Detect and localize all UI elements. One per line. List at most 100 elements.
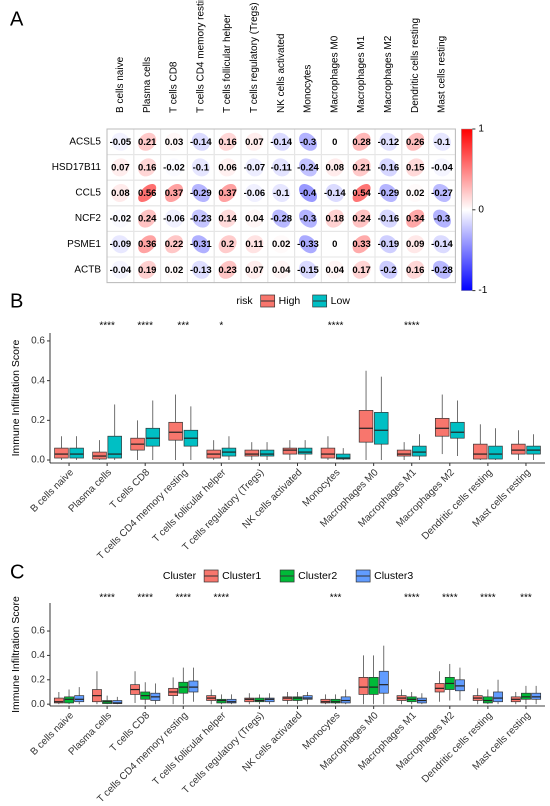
value-label: -0.11 — [271, 162, 293, 173]
box — [434, 683, 445, 693]
box — [302, 695, 313, 700]
y-tick-label: 0.6 — [31, 626, 45, 637]
row-label: HSD17B11 — [52, 162, 102, 173]
column-label: Macrophages M0 — [329, 35, 340, 113]
value-label: -0.23 — [190, 214, 212, 225]
correlation-ellipse — [165, 209, 184, 228]
value-label: -0.24 — [297, 162, 319, 173]
y-tick-label: 0.4 — [31, 650, 45, 661]
column-label: Dendritic cells resting — [410, 18, 421, 113]
correlation-ellipse — [245, 235, 264, 254]
legend-title: risk — [236, 295, 253, 307]
y-tick-label: 0.0 — [31, 455, 45, 466]
value-label: -0.3 — [300, 214, 316, 225]
correlation-ellipse — [272, 158, 291, 177]
box — [216, 698, 227, 704]
correlation-ellipse — [218, 183, 237, 202]
box — [434, 417, 450, 437]
correlation-ellipse — [379, 260, 398, 279]
value-label: 0.08 — [326, 162, 345, 173]
column-label: NK cells activated — [276, 34, 287, 113]
value-label: 0.2 — [221, 239, 234, 250]
value-label: 0.23 — [218, 265, 237, 276]
value-label: -0.12 — [378, 137, 400, 148]
box — [412, 445, 427, 457]
correlation-ellipse — [432, 260, 451, 279]
box — [378, 670, 389, 694]
colorbar — [461, 128, 473, 291]
matrix-border — [106, 128, 456, 284]
value-label: -0.14 — [324, 188, 346, 199]
value-label: 0.08 — [111, 188, 130, 199]
correlation-ellipse — [138, 132, 157, 151]
value-label: 0.04 — [326, 265, 345, 276]
correlation-ellipse — [245, 209, 264, 228]
correlation-ellipse — [138, 184, 157, 203]
box — [396, 449, 412, 457]
box — [358, 410, 374, 443]
value-label: 0.04 — [272, 265, 291, 276]
value-label: -0.33 — [297, 239, 319, 250]
box — [64, 696, 74, 704]
column-label: Macrophages M2 — [383, 35, 394, 113]
correlation-ellipse — [218, 158, 237, 177]
y-axis-title: Immune Infiltration Score — [10, 596, 22, 713]
value-label: 0.17 — [352, 265, 371, 276]
box — [330, 698, 341, 704]
y-tick-label: 0.2 — [31, 415, 45, 426]
correlation-ellipse — [111, 235, 130, 254]
value-label: -0.02 — [110, 214, 132, 225]
box — [168, 421, 183, 441]
box — [264, 697, 275, 703]
column-label: Plasma cells — [142, 57, 153, 113]
value-label: -0.3 — [300, 137, 316, 148]
value-label: 0.37 — [165, 188, 184, 199]
value-label: -0.07 — [244, 162, 266, 173]
value-label: -0.31 — [190, 239, 212, 250]
correlation-ellipse — [325, 183, 344, 202]
x-tick-label: T cells follicular helper — [151, 710, 229, 788]
value-label: 0.22 — [165, 239, 184, 250]
box — [259, 449, 275, 457]
box — [368, 677, 379, 695]
value-label: 0.06 — [218, 162, 237, 173]
value-label: -0.1 — [273, 188, 290, 199]
value-label: -0.16 — [378, 162, 400, 173]
box — [188, 680, 199, 693]
significance: **** — [328, 321, 344, 332]
value-label: -0.13 — [190, 265, 212, 276]
correlation-ellipse — [111, 132, 130, 151]
box — [244, 697, 255, 703]
correlation-ellipse — [191, 183, 210, 202]
row-label: ACSL5 — [69, 136, 101, 147]
correlation-ellipse — [245, 183, 264, 202]
column-label: Macrophages M1 — [356, 35, 367, 113]
value-label: 0.02 — [406, 188, 425, 199]
correlation-ellipse — [406, 235, 425, 254]
correlation-ellipse — [165, 158, 184, 177]
value-label: 0.54 — [352, 188, 371, 199]
value-label: -0.2 — [380, 265, 396, 276]
column-label: Monocytes — [303, 65, 314, 113]
value-label: 0.02 — [272, 239, 291, 250]
column-label: T cells CD8 — [169, 61, 180, 113]
box — [254, 697, 265, 703]
box — [292, 696, 303, 701]
correlation-ellipse — [325, 235, 344, 254]
panel-label: C — [10, 561, 24, 583]
correlation-ellipse — [325, 132, 344, 151]
legend-title: Cluster — [163, 570, 197, 582]
correlation-ellipse — [298, 183, 317, 202]
value-label: 0.33 — [352, 239, 371, 250]
y-tick-label: 0.2 — [31, 674, 45, 685]
value-label: 0.07 — [111, 162, 130, 173]
colorbar-tick-label: 0 — [478, 204, 484, 215]
correlation-ellipse — [218, 209, 237, 228]
significance: **** — [99, 321, 115, 332]
value-label: 0.16 — [138, 162, 157, 173]
panel-label: A — [10, 8, 24, 30]
box — [244, 449, 260, 457]
correlation-ellipse — [325, 158, 344, 177]
value-label: 0.19 — [138, 265, 157, 276]
colorbar-tick-label: 1 — [478, 124, 484, 135]
